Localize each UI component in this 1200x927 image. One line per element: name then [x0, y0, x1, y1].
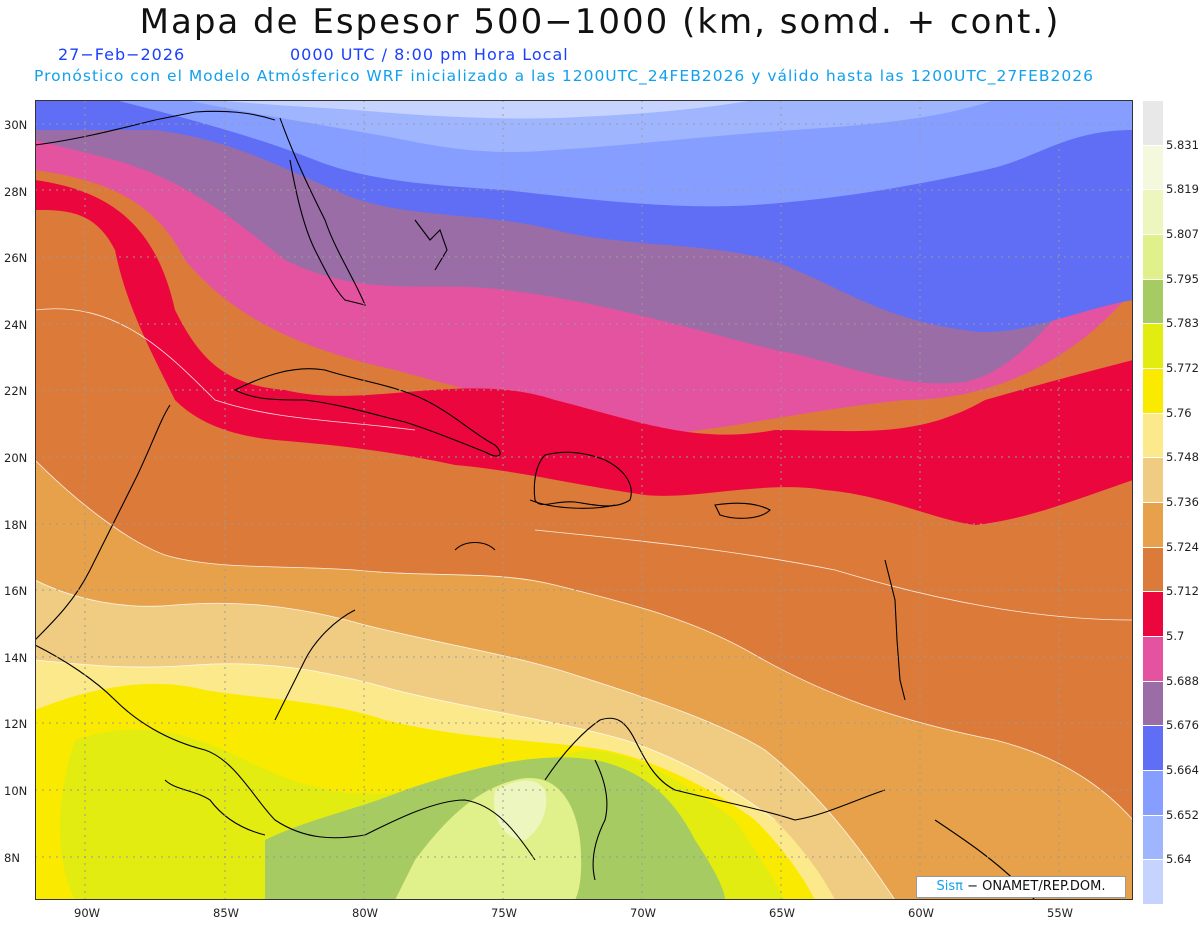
thickness-band-5628 — [215, 100, 755, 119]
graticule — [35, 100, 1133, 900]
longitude-label: 75W — [491, 906, 518, 920]
legend-level-label: 5.807 — [1166, 227, 1199, 241]
credit-text: − ONAMET/REP.DOM. — [967, 879, 1106, 894]
legend-level-label: 5.795 — [1166, 271, 1199, 286]
legend-swatch — [1143, 591, 1163, 636]
legend-level-label: 5.783 — [1166, 316, 1199, 331]
legend-swatch — [1143, 323, 1163, 368]
legend-level-label: 5.664 — [1166, 763, 1199, 777]
credit-brand: Sisπ — [936, 879, 963, 894]
legend-level-label: 5.76 — [1166, 405, 1192, 420]
legend-level-label: 5.64 — [1166, 852, 1192, 867]
legend-swatch — [1143, 636, 1163, 681]
latitude-label: 26N — [4, 251, 28, 266]
thickness-band-5700 — [35, 180, 1133, 525]
legend-swatch — [1143, 234, 1163, 279]
legend-level-label: 5.831 — [1166, 137, 1199, 152]
longitude-label: 90W — [74, 906, 101, 920]
latitude-label: 10N — [4, 784, 28, 798]
thickness-band-5640 — [185, 100, 995, 152]
forecast-date: 27−Feb−2026 — [58, 45, 186, 64]
legend-level-label: 5.676 — [1166, 718, 1199, 733]
legend-swatch — [1143, 189, 1163, 234]
legend-level-label: 5.7 — [1166, 629, 1185, 643]
legend-level-label: 5.688 — [1166, 673, 1199, 688]
longitude-label: 60W — [908, 906, 935, 920]
legend-level-label: 5.652 — [1166, 807, 1199, 822]
legend-swatch — [1143, 859, 1163, 904]
latitude-label: 24N — [4, 317, 28, 332]
legend-swatch — [1143, 412, 1163, 458]
legend-swatch — [1143, 457, 1163, 502]
legend-swatch — [1143, 546, 1163, 592]
legend-swatch — [1143, 144, 1163, 190]
color-legend — [1143, 100, 1163, 904]
longitude-label: 80W — [352, 906, 379, 920]
legend-level-label: 5.819 — [1166, 182, 1199, 197]
latitude-label: 16N — [4, 584, 28, 599]
longitude-label: 65W — [769, 906, 796, 920]
legend-level-label: 5.736 — [1166, 495, 1199, 509]
legend-level-label: 5.712 — [1166, 584, 1199, 599]
legend-level-label: 5.724 — [1166, 539, 1199, 554]
latitude-label: 14N — [4, 650, 28, 665]
longitude-label: 55W — [1047, 906, 1074, 920]
longitude-label: 85W — [213, 906, 240, 920]
legend-swatch — [1143, 814, 1163, 860]
latitude-label: 18N — [4, 517, 28, 532]
thickness-band-5807 — [494, 780, 547, 840]
latitude-label: 20N — [4, 451, 28, 465]
legend-swatch — [1143, 368, 1163, 413]
latitude-label: 22N — [4, 384, 28, 399]
latitude-label: 28N — [4, 184, 28, 199]
latitude-label: 30N — [4, 118, 28, 132]
model-description: Pronóstico con el Modelo Atmósferico WRF… — [34, 67, 1094, 85]
legend-swatch — [1143, 725, 1163, 770]
latitude-label: 12N — [4, 717, 28, 732]
forecast-time: 0000 UTC / 8:00 pm Hora Local — [290, 45, 569, 64]
credit-box: Sisπ − ONAMET/REP.DOM. — [916, 876, 1126, 898]
longitude-label: 70W — [630, 906, 657, 920]
legend-swatch — [1143, 680, 1163, 726]
legend-swatch — [1143, 502, 1163, 547]
legend-swatch — [1143, 100, 1163, 145]
legend-level-label: 5.772 — [1166, 361, 1199, 375]
contour-lines — [35, 308, 1133, 900]
legend-swatch — [1143, 278, 1163, 324]
legend-level-label: 5.748 — [1166, 450, 1199, 465]
latitude-label: 8N — [4, 850, 20, 865]
legend-swatch — [1143, 770, 1163, 815]
thickness-map — [35, 100, 1133, 900]
map-title: Mapa de Espesor 500−1000 (km, somd. + co… — [139, 2, 1061, 42]
